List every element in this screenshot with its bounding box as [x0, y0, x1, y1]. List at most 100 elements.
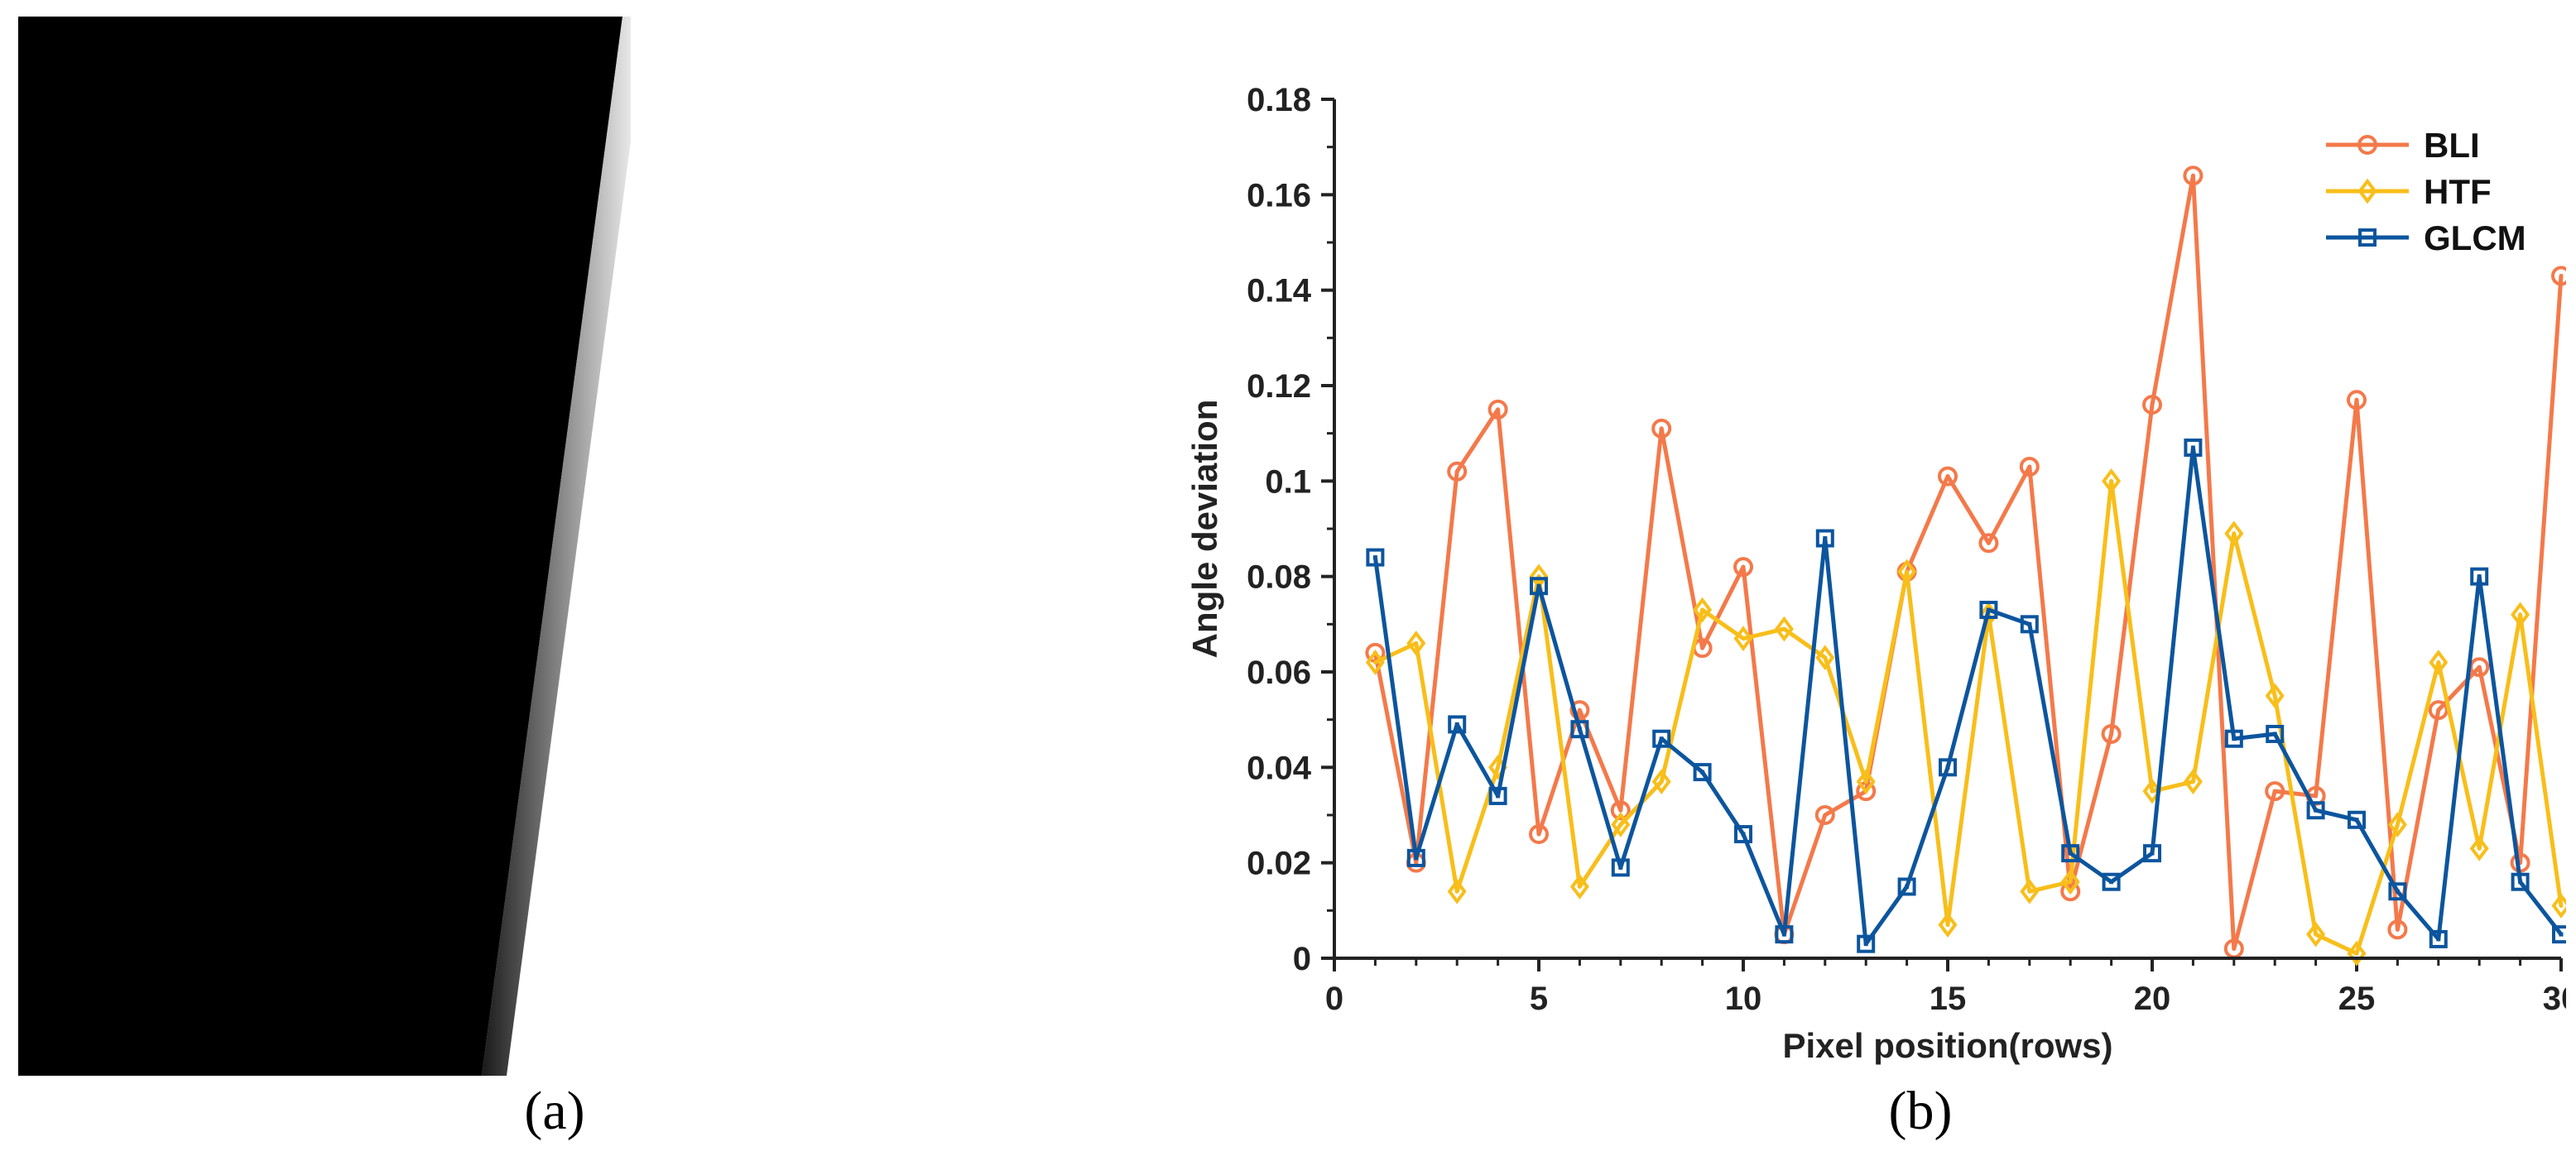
x-tick-label: 25 [2338, 981, 2376, 1017]
data-point-bli-dot [1659, 426, 1664, 431]
data-point-htf [2511, 602, 2530, 628]
data-point-glcm [2061, 844, 2080, 863]
data-point-glcm-dot [1700, 770, 1705, 775]
legend-marker-glcm [2358, 228, 2377, 247]
data-point-glcm [1939, 758, 1957, 777]
data-point-glcm [1488, 786, 1507, 805]
data-point-htf [1569, 874, 1589, 899]
data-point-glcm-dot [2395, 889, 2400, 894]
legend-marker-bli-dot [2365, 142, 2370, 147]
data-point-bli [1447, 461, 1468, 482]
data-point-htf-dot [2272, 693, 2277, 698]
data-point-glcm [1570, 720, 1589, 739]
legend-label-htf: HTF [2424, 172, 2492, 211]
data-point-bli-dot [2232, 946, 2237, 951]
data-point-bli-dot [1945, 474, 1950, 479]
data-point-bli [2428, 700, 2449, 721]
series-bli [1365, 165, 2566, 959]
data-point-glcm [2388, 882, 2407, 901]
data-point-glcm-dot [2314, 808, 2319, 813]
data-point-bli [1978, 533, 1999, 554]
data-point-glcm-dot [1496, 794, 1501, 799]
data-point-bli [2183, 165, 2204, 186]
data-point-bli [1733, 557, 1753, 578]
data-point-glcm [2020, 615, 2039, 634]
data-point-htf-dot [2559, 904, 2564, 909]
data-point-bli-dot [2272, 789, 2277, 794]
data-point-glcm [2143, 844, 2161, 863]
data-point-glcm-dot [1741, 832, 1746, 837]
data-point-glcm [2552, 925, 2566, 944]
data-point-glcm-dot [1945, 765, 1950, 770]
data-point-htf [1651, 769, 1671, 794]
series-htf [1365, 468, 2566, 967]
data-point-htf-dot [1659, 779, 1664, 784]
data-point-bli [1938, 466, 1958, 487]
legend: BLI HTF GLCM [2326, 126, 2526, 257]
data-point-glcm-dot [2559, 932, 2564, 937]
data-point-bli-dot [2190, 173, 2195, 178]
data-point-glcm [1611, 858, 1630, 877]
data-point-htf [1406, 631, 1426, 656]
data-point-glcm-dot [2272, 731, 2277, 736]
data-point-htf [1856, 769, 1876, 794]
data-point-glcm [1815, 529, 1834, 548]
data-point-glcm-dot [2027, 621, 2032, 626]
data-point-bli [2101, 723, 2122, 744]
data-point-bli-dot [2559, 273, 2564, 278]
x-axis-title: Pixel position(rows) [1782, 1026, 2112, 1065]
data-point-bli-dot [1700, 645, 1705, 650]
data-point-glcm-dot [1414, 856, 1419, 861]
data-point-glcm [2348, 810, 2366, 829]
data-point-glcm [1693, 763, 1712, 782]
data-point-htf-dot [1618, 823, 1623, 827]
legend-item-bli: BLI [2326, 126, 2480, 165]
legend-item-glcm: GLCM [2326, 218, 2526, 257]
data-point-bli-dot [1823, 813, 1828, 818]
data-point-htf-dot [1372, 660, 1377, 664]
data-point-bli-dot [1454, 469, 1459, 474]
y-tick-label: 0.1 [1265, 463, 1311, 500]
data-point-glcm-dot [1905, 885, 1910, 889]
data-point-htf-dot [2027, 889, 2032, 894]
data-point-glcm [2224, 729, 2243, 748]
data-point-glcm [1652, 729, 1671, 748]
data-point-htf-dot [2477, 846, 2482, 851]
y-tick-label: 0 [1293, 941, 1311, 977]
series-glcm [1366, 438, 2566, 953]
data-point-bli [1651, 418, 1672, 439]
data-point-bli-dot [1496, 407, 1501, 412]
data-point-bli [2347, 390, 2367, 410]
data-point-htf-dot [2068, 880, 2073, 885]
data-point-glcm [2470, 567, 2489, 586]
data-point-bli [1569, 700, 1590, 721]
data-point-glcm-dot [2109, 880, 2114, 885]
data-point-bli [2551, 266, 2566, 286]
data-point-glcm [2266, 724, 2285, 743]
x-tick-label: 30 [2543, 981, 2566, 1017]
data-point-bli [2265, 781, 2285, 802]
data-point-htf [1938, 912, 1958, 938]
x-tick-label: 20 [2134, 981, 2171, 1017]
data-point-glcm-dot [1659, 736, 1664, 741]
data-point-htf [1815, 645, 1835, 671]
data-point-glcm [2511, 872, 2530, 891]
y-tick-label: 0.14 [1247, 273, 1312, 309]
data-point-htf [1611, 812, 1631, 837]
data-point-glcm [1734, 825, 1752, 844]
data-point-bli [2142, 395, 2162, 415]
legend-label-glcm: GLCM [2424, 218, 2526, 257]
series-layer [1365, 165, 2566, 967]
data-point-htf [2551, 893, 2566, 919]
legend-marker-bli [2357, 135, 2377, 155]
y-tick-label: 0.18 [1247, 82, 1311, 118]
data-point-htf [2060, 869, 2080, 895]
data-point-glcm [1530, 577, 1548, 596]
data-point-glcm [1366, 548, 1385, 567]
data-point-glcm-dot [2518, 880, 2523, 885]
data-point-glcm [1448, 715, 1467, 734]
series-line-htf [1374, 478, 2564, 956]
data-point-htf-dot [1700, 607, 1705, 612]
data-point-bli-dot [1577, 708, 1582, 712]
data-point-glcm [2102, 872, 2121, 891]
